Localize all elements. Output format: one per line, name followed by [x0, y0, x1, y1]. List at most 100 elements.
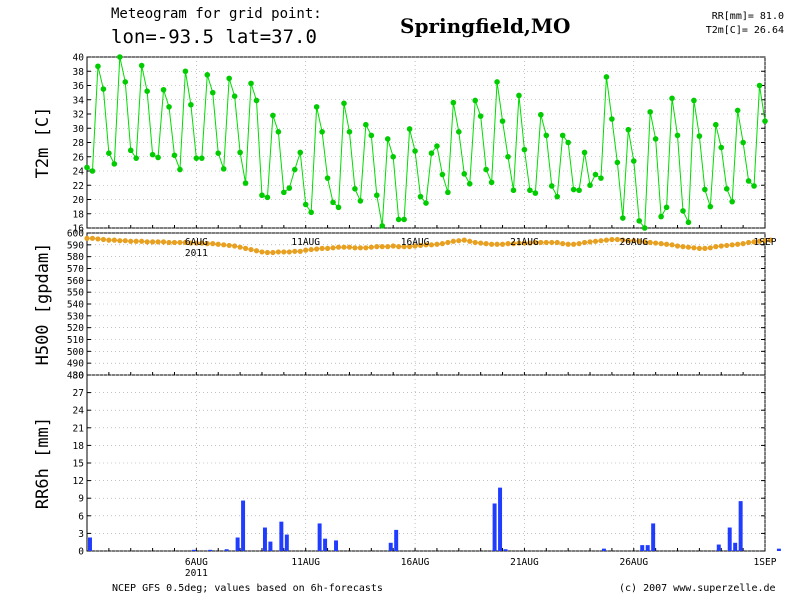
temperature-point — [756, 82, 763, 89]
y-tick-label: 500 — [67, 347, 84, 358]
x-year-label: 2011 — [185, 568, 208, 579]
temperature-point — [472, 97, 479, 104]
precipitation-bar — [716, 544, 721, 551]
temperature-mean: T2m[C]= 26.64 — [705, 25, 784, 36]
x-tick-label-upper: 11AUG — [291, 237, 320, 248]
temperature-point — [204, 72, 211, 78]
temperature-point — [209, 89, 216, 96]
geopotential-point — [505, 241, 511, 247]
y-tick-label: 34 — [73, 95, 85, 106]
temperature-point — [106, 150, 112, 156]
title-line-1: Meteogram for grid point: — [111, 6, 322, 22]
geopotential-point — [133, 238, 139, 244]
geopotential-point — [565, 241, 571, 247]
temperature-point — [729, 198, 735, 205]
geopotential-point — [549, 239, 555, 246]
temperature-point — [401, 216, 407, 223]
temperature-point — [762, 118, 768, 124]
temperature-point — [215, 150, 222, 156]
geopotential-point — [215, 241, 221, 247]
geopotential-point — [330, 245, 336, 251]
geopotential-point — [685, 244, 692, 250]
precipitation-bar — [208, 549, 213, 551]
geopotential-point — [155, 239, 161, 245]
temperature-point — [242, 180, 249, 186]
temperature-point — [171, 152, 178, 159]
geopotential-point — [735, 241, 741, 247]
geopotential-point — [521, 240, 528, 246]
temperature-point — [138, 62, 145, 69]
temperature-point — [538, 111, 544, 118]
geopotential-point — [516, 240, 522, 246]
y-tick-label: 510 — [67, 335, 84, 346]
geopotential-point — [713, 244, 719, 250]
geopotential-point — [396, 244, 402, 250]
y-tick-label: 9 — [78, 494, 84, 505]
temperature-point — [281, 189, 287, 196]
geopotential-point — [95, 236, 101, 242]
temperature-point — [127, 147, 134, 154]
temperature-point — [335, 204, 342, 211]
geopotential-point — [663, 241, 670, 247]
precipitation-bar — [268, 541, 273, 551]
temperature-point — [439, 171, 446, 178]
temperature-point — [160, 86, 167, 93]
temperature-point — [412, 148, 418, 154]
precipitation-bar — [334, 540, 339, 551]
y-tick-label: 6 — [78, 511, 84, 522]
temperature-point — [641, 225, 648, 231]
temperature-point — [647, 109, 653, 115]
temperature-point — [532, 190, 539, 196]
temperature-point — [620, 215, 626, 221]
geopotential-point — [445, 239, 451, 246]
temperature-point — [220, 166, 227, 172]
geopotential-point — [702, 245, 708, 251]
y-tick-label: 3 — [78, 529, 84, 540]
temperature-point — [275, 129, 282, 135]
geopotential-point — [128, 238, 134, 244]
precipitation-bar — [733, 542, 738, 551]
geopotential-point — [745, 239, 752, 246]
geopotential-point — [346, 244, 353, 250]
temperature-point — [565, 139, 571, 146]
y-tick-label: 560 — [67, 276, 84, 287]
geopotential-point — [100, 236, 107, 243]
precipitation-bar — [388, 542, 393, 551]
geopotential-point — [576, 241, 582, 247]
geopotential-point — [368, 244, 374, 250]
temperature-point — [494, 79, 500, 85]
y-tick-label: 24 — [73, 406, 85, 417]
precipitation-bar — [503, 549, 508, 551]
temperature-point — [379, 223, 386, 229]
precipitation-bar — [224, 549, 229, 551]
temperature-point — [291, 166, 298, 173]
temperature-point — [712, 121, 719, 128]
x-tick-label: 11AUG — [291, 557, 320, 568]
temperature-point — [182, 68, 189, 75]
geopotential-point — [499, 241, 506, 247]
y-tick-label: 20 — [73, 195, 85, 206]
temperature-point — [685, 219, 692, 226]
geopotential-point — [264, 249, 271, 256]
x-year-label-upper: 2011 — [185, 248, 208, 259]
temperature-point — [166, 104, 172, 110]
geopotential-point — [314, 246, 320, 252]
x-tick-label: 6AUG — [185, 557, 208, 568]
geopotential-point — [232, 243, 238, 249]
y-tick-label: 580 — [67, 252, 84, 263]
geopotential-point — [587, 239, 593, 245]
geopotential-point — [696, 245, 702, 251]
precipitation-bar — [279, 521, 284, 551]
geopotential-point — [467, 238, 473, 244]
geopotential-point — [270, 249, 276, 256]
geopotential-point — [489, 241, 495, 247]
geopotential-point — [406, 244, 413, 250]
geopotential-point — [308, 246, 314, 253]
geopotential-point — [303, 247, 309, 253]
temperature-point — [559, 132, 566, 139]
temperature-point — [548, 183, 555, 189]
geopotential-point — [199, 240, 205, 246]
geopotential-point — [188, 240, 194, 246]
geopotential-point — [707, 245, 713, 251]
temperature-point — [259, 192, 265, 199]
